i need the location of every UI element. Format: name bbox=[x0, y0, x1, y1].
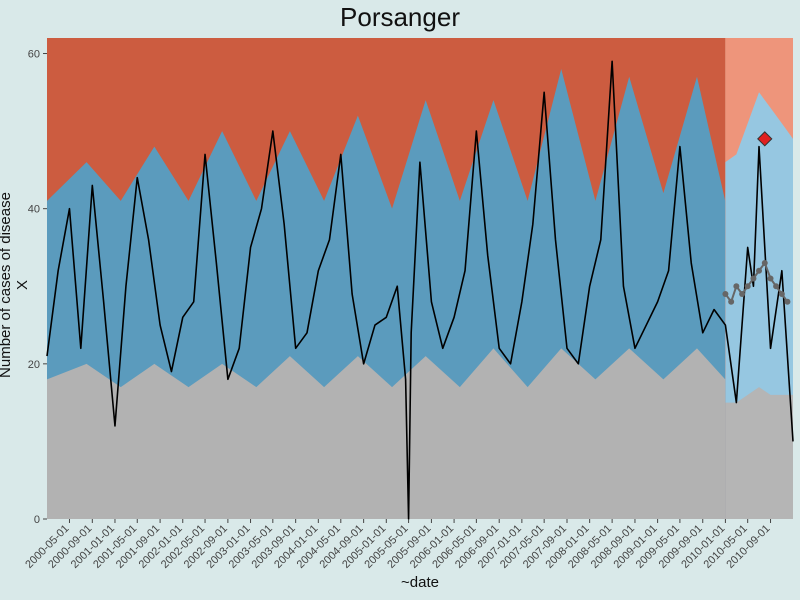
x-axis-label: ~date bbox=[401, 574, 439, 591]
forecast-point bbox=[722, 291, 729, 298]
band-grey bbox=[47, 348, 726, 519]
forecast-point bbox=[767, 275, 774, 282]
forecast-point bbox=[750, 275, 757, 282]
forecast-point bbox=[761, 259, 768, 266]
y-tick-label: 40 bbox=[28, 204, 40, 216]
forecast-point bbox=[728, 298, 735, 305]
forecast-point bbox=[739, 291, 746, 298]
y-tick-label: 0 bbox=[34, 514, 40, 526]
band-grey-forecast bbox=[725, 387, 793, 519]
series-line bbox=[46, 60, 794, 520]
highlight-point bbox=[757, 131, 773, 147]
forecast-point bbox=[784, 298, 791, 305]
forecast-point bbox=[744, 283, 751, 290]
y-tick-label: 20 bbox=[28, 359, 40, 371]
forecast-point bbox=[733, 283, 740, 290]
forecast-point bbox=[756, 267, 763, 274]
chart-title: Porsanger bbox=[340, 2, 460, 32]
forecast-point bbox=[773, 283, 780, 290]
y-tick-label: 60 bbox=[28, 49, 40, 61]
forecast-point bbox=[778, 291, 785, 298]
